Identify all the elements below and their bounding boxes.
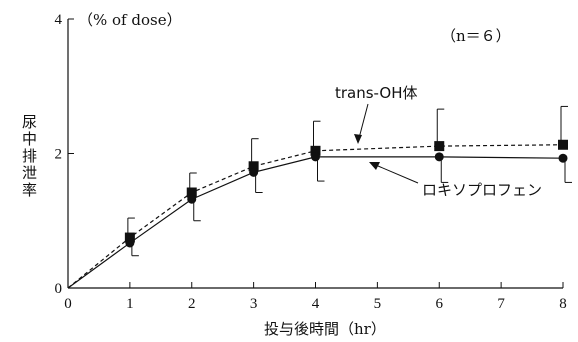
series-1-point-0 bbox=[125, 238, 135, 248]
x-tick-label-7: 7 bbox=[497, 296, 505, 312]
ticks: 0 1 2 3 4 5 6 7 8 0 2 4 bbox=[55, 12, 567, 312]
y-tick-label-0: 0 bbox=[55, 281, 63, 297]
series-1-point-5 bbox=[558, 153, 568, 163]
x-tick-label-0: 0 bbox=[64, 296, 72, 312]
series-0-point-3 bbox=[310, 145, 321, 156]
series-label-loxoprofen: ロキソプロフェン bbox=[422, 181, 542, 199]
series-1 bbox=[67, 152, 572, 289]
x-tick-label-5: 5 bbox=[374, 296, 382, 312]
y-axis-label: 尿中排泄率 bbox=[20, 114, 38, 199]
series-0-point-1 bbox=[186, 187, 197, 198]
x-tick-label-4: 4 bbox=[312, 296, 320, 312]
trans-oh-pointer-arrowhead bbox=[354, 134, 362, 144]
x-tick-label-1: 1 bbox=[126, 296, 134, 312]
series-1-point-3 bbox=[311, 152, 320, 162]
series-1-point-4 bbox=[434, 152, 444, 162]
series-1-point-1 bbox=[187, 194, 197, 204]
x-tick-label-8: 8 bbox=[559, 296, 567, 312]
series-1-line bbox=[67, 156, 564, 289]
y-tick-label-2: 4 bbox=[55, 12, 63, 28]
series-0-point-4 bbox=[434, 141, 445, 152]
annotations: trans-OH体 ロキソプロフェン bbox=[335, 84, 542, 199]
y-unit-label: （% of dose） bbox=[78, 11, 182, 29]
series-0-point-0 bbox=[124, 232, 135, 243]
loxoprofen-pointer-arrowhead bbox=[369, 162, 380, 170]
loxoprofen-pointer-line bbox=[370, 162, 419, 184]
series-0-point-5 bbox=[558, 139, 568, 150]
series-1-point-2 bbox=[249, 167, 259, 177]
series-0 bbox=[67, 105, 568, 289]
series-0-line bbox=[67, 144, 564, 289]
y-tick-label-1: 2 bbox=[55, 147, 63, 163]
x-axis-label: 投与後時間（hr） bbox=[264, 320, 386, 338]
series bbox=[67, 105, 572, 289]
x-tick-label-3: 3 bbox=[250, 296, 258, 312]
series-0-point-2 bbox=[248, 161, 259, 172]
n-note: （n＝６） bbox=[441, 27, 511, 45]
x-tick-label-6: 6 bbox=[436, 296, 444, 312]
x-tick-label-2: 2 bbox=[188, 296, 196, 312]
series-label-trans-oh: trans-OH体 bbox=[335, 84, 417, 102]
